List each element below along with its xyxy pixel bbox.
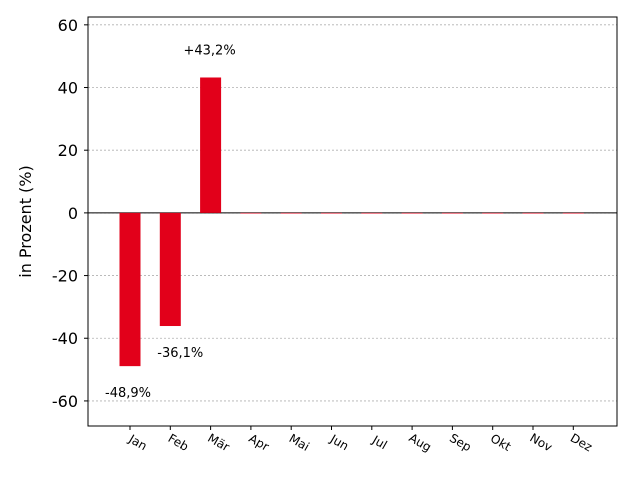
x-tick-labels: Jan Feb Mär Apr Mai Jun Jul Aug Sep Okt Nov Dez [126, 426, 595, 454]
x-tick-label: Mär [205, 431, 232, 454]
x-tick-label: Aug [406, 431, 433, 455]
bar [361, 212, 383, 214]
y-axis-title: in Prozent (%) [16, 165, 35, 277]
data-label: -48,9% [105, 386, 151, 401]
bar [119, 212, 141, 367]
bar [280, 212, 302, 214]
x-tick-label: Apr [246, 431, 271, 454]
bar [401, 212, 423, 214]
x-tick-label: Sep [447, 431, 474, 454]
bar [321, 212, 342, 214]
plot-frame [87, 16, 618, 427]
data-label: +43,2% [183, 43, 235, 58]
y-tick-label: -40 [52, 329, 78, 348]
x-tick-label: Nov [527, 431, 554, 455]
x-tick-label: Jul [369, 432, 389, 452]
bar [562, 212, 584, 214]
x-tick-label: Dez [568, 431, 595, 455]
x-tick-label: Feb [166, 431, 191, 454]
bar [240, 212, 262, 214]
x-tick-label: Jun [327, 431, 351, 453]
y-tick-label: 60 [58, 16, 78, 35]
bar [441, 212, 463, 214]
bar [159, 212, 181, 327]
y-tick-label: -60 [52, 392, 78, 411]
data-labels: -48,9% -36,1% +43,2% [105, 43, 236, 401]
bars [119, 77, 584, 367]
bar [522, 212, 544, 214]
data-label: -36,1% [157, 346, 203, 361]
y-tick-label: 0 [68, 204, 78, 223]
x-tick-label: Mai [287, 431, 312, 454]
y-tick-label: -20 [52, 267, 78, 286]
x-tick-label: Okt [488, 431, 514, 454]
y-tick-label: 20 [58, 141, 78, 160]
y-tick-label: 40 [58, 79, 78, 98]
bar [482, 212, 504, 214]
x-tick-label: Jan [126, 431, 150, 453]
bar [200, 77, 222, 213]
y-tick-labels: -60 -40 -20 0 20 40 60 [52, 16, 88, 411]
